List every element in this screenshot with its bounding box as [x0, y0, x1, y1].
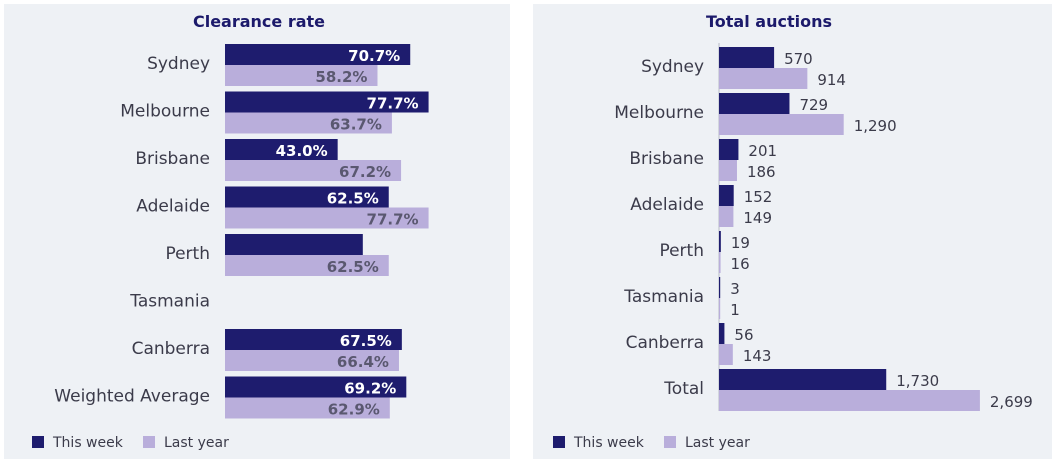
auctions-category-label: Tasmania	[623, 287, 704, 307]
auctions-data-label: 56	[734, 326, 753, 344]
auctions-data-label: 3	[730, 280, 740, 298]
clearance-legend-label-this-week: This week	[52, 435, 124, 451]
clearance-bar-this-week	[225, 91, 429, 113]
auctions-category-label: Canberra	[626, 333, 704, 353]
auctions-bar-this-week	[719, 323, 725, 344]
auctions-bar-this-week	[719, 47, 775, 68]
auctions-data-label: 729	[799, 96, 828, 114]
clearance-data-label: 69.2%	[344, 380, 396, 398]
auctions-legend-swatch-last-year	[664, 436, 676, 448]
auctions-chart-title: Total auctions	[706, 12, 832, 31]
clearance-bar-last-year	[225, 350, 399, 371]
clearance-chart-title: Clearance rate	[193, 12, 325, 31]
clearance-data-label: 58.2%	[315, 68, 367, 86]
auctions-category-label: Total	[663, 379, 704, 399]
auctions-bar-last-year	[719, 252, 721, 273]
auctions-data-label: 1,730	[896, 372, 939, 390]
clearance-data-label: 62.5%	[327, 258, 379, 276]
auctions-data-label: 570	[784, 50, 813, 68]
auctions-bar-last-year	[719, 160, 737, 181]
auctions-bar-last-year	[719, 390, 980, 411]
auctions-bar-this-week	[719, 93, 790, 114]
total-auctions-panel: Total auctions Sydney 570 914 Melbourne 729 1,…	[533, 4, 1052, 459]
clearance-bar-last-year	[225, 65, 378, 86]
clearance-data-label: 66.4%	[337, 353, 389, 371]
auctions-bar-this-week	[719, 369, 887, 390]
clearance-data-label: 67.5%	[340, 332, 392, 350]
auctions-data-label: 186	[747, 163, 776, 181]
auctions-category-label: Adelaide	[630, 195, 704, 215]
auctions-data-label: 201	[748, 142, 777, 160]
clearance-legend-label-last-year: Last year	[164, 435, 229, 451]
auctions-legend-label-last-year: Last year	[685, 435, 750, 451]
clearance-bar-this-week	[225, 234, 363, 255]
clearance-category-label: Melbourne	[120, 102, 210, 122]
auctions-bar-last-year	[719, 68, 808, 89]
auctions-bar-this-week	[719, 231, 721, 252]
auctions-data-label: 152	[744, 188, 773, 206]
auctions-bar-last-year	[719, 298, 721, 319]
clearance-category-label: Adelaide	[136, 197, 210, 217]
auctions-legend-label-this-week: This week	[573, 435, 645, 451]
auctions-category-label: Perth	[659, 241, 704, 261]
clearance-rate-panel: Clearance rate Sydney 70.7% 58.2% Melbourne 7…	[4, 4, 510, 459]
auctions-data-label: 2,699	[990, 393, 1033, 411]
auctions-bar-this-week	[719, 185, 734, 206]
auctions-data-label: 1	[730, 301, 740, 319]
clearance-bar-last-year	[225, 255, 389, 276]
auctions-data-label: 914	[817, 71, 846, 89]
auctions-category-label: Sydney	[641, 57, 704, 77]
auctions-legend-swatch-this-week	[553, 436, 565, 448]
auctions-bar-this-week	[719, 139, 739, 160]
auctions-data-label: 1,290	[854, 117, 897, 135]
clearance-category-label: Tasmania	[129, 292, 210, 312]
clearance-legend-swatch-this-week	[32, 436, 44, 448]
auctions-category-label: Brisbane	[629, 149, 704, 169]
auctions-data-label: 16	[731, 255, 750, 273]
auctions-data-label: 149	[743, 209, 772, 227]
clearance-data-label: 63.7%	[330, 116, 382, 134]
clearance-category-label: Canberra	[132, 339, 210, 359]
clearance-bar-this-week	[225, 376, 407, 398]
clearance-legend-swatch-last-year	[143, 436, 155, 448]
clearance-data-label: 67.2%	[339, 163, 391, 181]
clearance-bar-last-year	[225, 207, 429, 229]
clearance-bar-this-week	[225, 186, 389, 208]
clearance-data-label: 62.9%	[328, 401, 380, 419]
clearance-rate-chart: Clearance rate Sydney 70.7% 58.2% Melbourne 7…	[32, 12, 429, 451]
auctions-bar-this-week	[719, 277, 721, 298]
clearance-bar-last-year	[225, 397, 390, 419]
auctions-category-label: Melbourne	[614, 103, 704, 123]
clearance-bar-last-year	[225, 112, 392, 134]
clearance-bar-this-week	[225, 329, 402, 350]
auctions-bar-last-year	[719, 114, 844, 135]
clearance-category-label: Perth	[165, 244, 210, 264]
clearance-data-label: 77.7%	[367, 211, 419, 229]
auctions-bar-last-year	[719, 344, 733, 365]
clearance-data-label: 62.5%	[327, 190, 379, 208]
clearance-data-label: 43.0%	[276, 142, 328, 160]
clearance-bar-this-week	[225, 44, 411, 65]
clearance-category-label: Sydney	[147, 54, 210, 74]
auctions-data-label: 19	[731, 234, 750, 252]
clearance-category-label: Weighted Average	[54, 387, 210, 407]
clearance-bar-last-year	[225, 160, 402, 181]
auctions-data-label: 143	[743, 347, 772, 365]
auctions-bar-last-year	[719, 206, 734, 227]
clearance-data-label: 77.7%	[367, 95, 419, 113]
clearance-category-label: Brisbane	[135, 149, 210, 169]
clearance-bar-this-week	[225, 139, 338, 160]
clearance-data-label: 70.7%	[348, 47, 400, 65]
